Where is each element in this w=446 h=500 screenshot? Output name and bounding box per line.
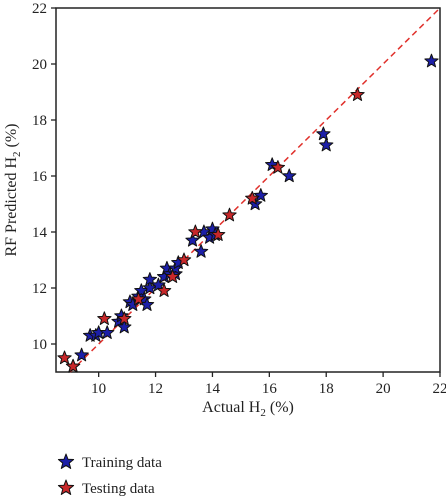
x-axis-title: Actual H2 (%): [202, 399, 294, 419]
training-data-point: [100, 325, 115, 339]
y-tick-label: 12: [32, 281, 47, 297]
y-tick-label: 20: [32, 57, 47, 73]
testing-data-point: [97, 311, 112, 325]
y-tick-label: 22: [32, 1, 47, 17]
testing-data-point: [350, 87, 365, 101]
testing-data-point: [210, 227, 226, 241]
legend: Training data Testing data: [57, 453, 162, 497]
x-tick-label: 12: [148, 381, 163, 397]
testing-data-point: [165, 269, 180, 283]
testing-data-point: [131, 291, 146, 306]
training-data-point: [282, 168, 297, 183]
testing-data-point: [176, 252, 192, 267]
testing-data-point: [117, 311, 132, 325]
x-tick-label: 10: [91, 381, 106, 397]
legend-marker: [57, 479, 75, 495]
y-tick-label: 10: [32, 337, 47, 353]
reference-line-layer: [69, 7, 441, 373]
y-axis-title: RF Predicted H2 (%): [3, 123, 23, 256]
training-data-point: [424, 53, 439, 68]
y-tick-label: 18: [32, 113, 47, 129]
legend-label: Testing data: [82, 481, 155, 497]
training-data-point: [253, 188, 268, 202]
training-data-point: [74, 347, 89, 362]
reference-line: [69, 7, 441, 373]
training-data-point: [319, 137, 334, 152]
x-tick-label: 18: [319, 381, 334, 397]
training-data-point: [185, 232, 200, 247]
testing-data-point: [65, 358, 81, 373]
x-tick-label: 20: [376, 381, 391, 397]
testing-data-point: [245, 190, 260, 205]
data-points-layer: [57, 53, 439, 373]
plot-frame: [55, 7, 441, 373]
testing-data-point: [156, 283, 172, 297]
testing-data-point: [188, 224, 203, 239]
y-tick-label: 14: [32, 225, 48, 241]
x-tick-label: 16: [262, 381, 278, 397]
axis-ticks-layer: 10 12 14 16 18 20 22 10 12 14 16 18 20 22: [32, 1, 446, 397]
training-data-point: [193, 244, 209, 258]
x-tick-label: 14: [205, 381, 221, 397]
legend-marker: [57, 453, 75, 469]
training-data-point: [316, 126, 331, 141]
y-tick-label: 16: [32, 169, 48, 185]
x-tick-label: 22: [433, 381, 446, 397]
testing-data-point: [222, 207, 237, 222]
training-data-point: [117, 319, 132, 334]
testing-data-point: [57, 350, 72, 365]
training-data-point: [142, 272, 158, 286]
testing-data-point: [270, 160, 286, 174]
legend-label: Training data: [82, 455, 162, 471]
